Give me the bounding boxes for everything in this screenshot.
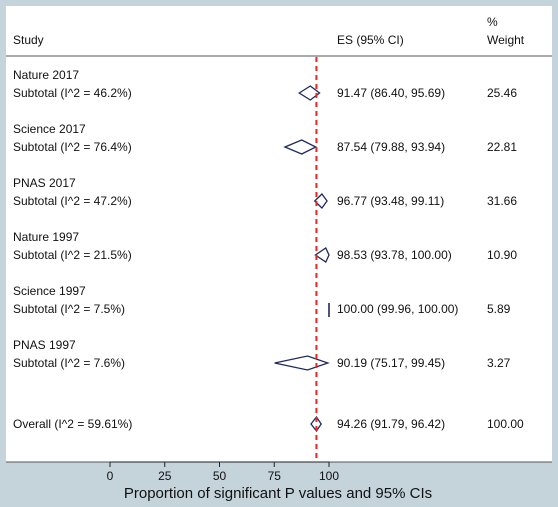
group-label: PNAS 1997 (13, 338, 76, 352)
subtotal-label: Subtotal (I^2 = 21.5%) (13, 248, 132, 262)
subtotal-label: Subtotal (I^2 = 7.6%) (13, 356, 125, 370)
x-tick-label: 50 (213, 469, 227, 483)
overall-label: Overall (I^2 = 59.61%) (13, 417, 132, 431)
weight-value: 5.89 (487, 302, 511, 316)
subtotal-diamond (283, 139, 318, 155)
header-weight-pct: % (487, 15, 498, 29)
header-study: Study (13, 33, 44, 47)
subtotal-diamond (274, 355, 330, 371)
subtotal-label: Subtotal (I^2 = 7.5%) (13, 302, 125, 316)
weight-value: 25.46 (487, 86, 517, 100)
overall-diamond (310, 415, 322, 433)
subtotal-diamond (297, 85, 321, 101)
es-ci-value: 87.54 (79.88, 93.94) (337, 140, 445, 154)
es-ci-value: 91.47 (86.40, 95.69) (337, 86, 445, 100)
es-ci-value: 100.00 (99.96, 100.00) (337, 302, 458, 316)
es-ci-value: 96.77 (93.48, 99.11) (337, 194, 444, 208)
overall-weight-value: 100.00 (487, 417, 524, 431)
subtotal-diamond (314, 247, 330, 263)
x-tick-label: 75 (268, 469, 282, 483)
group-label: Science 1997 (13, 284, 86, 298)
plot-panel (6, 6, 552, 462)
x-axis-label: Proportion of significant P values and 9… (124, 485, 432, 502)
overall-es-ci-value: 94.26 (91.79, 96.42) (337, 417, 445, 431)
subtotal-diamond (313, 193, 328, 209)
weight-value: 3.27 (487, 356, 511, 370)
x-tick-label: 100 (319, 469, 339, 483)
weight-value: 31.66 (487, 194, 517, 208)
group-label: PNAS 2017 (13, 176, 76, 190)
x-tick-label: 25 (158, 469, 172, 483)
weight-value: 22.81 (487, 140, 517, 154)
es-ci-value: 98.53 (93.78, 100.00) (337, 248, 452, 262)
group-label: Nature 1997 (13, 230, 79, 244)
subtotal-label: Subtotal (I^2 = 46.2%) (13, 86, 132, 100)
header-es: ES (95% CI) (337, 33, 404, 47)
group-label: Nature 2017 (13, 68, 79, 82)
header-weight: Weight (487, 33, 525, 47)
subtotal-label: Subtotal (I^2 = 76.4%) (13, 140, 132, 154)
x-tick-label: 0 (107, 469, 114, 483)
weight-value: 10.90 (487, 248, 517, 262)
group-label: Science 2017 (13, 122, 86, 136)
subtotal-label: Subtotal (I^2 = 47.2%) (13, 194, 132, 208)
es-ci-value: 90.19 (75.17, 99.45) (337, 356, 445, 370)
